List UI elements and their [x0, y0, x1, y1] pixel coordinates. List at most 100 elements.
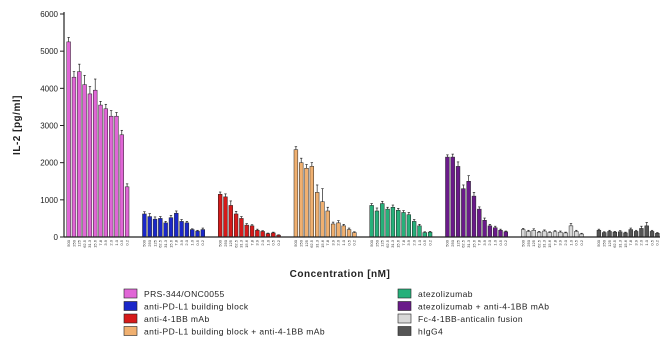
- bar: [542, 230, 547, 238]
- bar: [299, 162, 304, 238]
- x-tick-label: 1.0: [341, 239, 346, 245]
- x-tick-label: 0.2: [200, 239, 205, 245]
- x-tick-label: 3.9: [179, 239, 184, 245]
- bar: [396, 209, 401, 238]
- x-tick-label: 0.2: [579, 239, 584, 245]
- bar: [526, 231, 531, 238]
- x-tick-label: 2.0: [411, 239, 416, 245]
- x-tick-label: 31.3: [163, 239, 168, 248]
- bar: [380, 203, 385, 238]
- x-tick-label: 15.6: [396, 239, 401, 248]
- x-tick-label: 500: [445, 239, 450, 246]
- legend-swatch: [123, 326, 138, 336]
- x-tick-label: 2.0: [260, 239, 265, 245]
- x-tick-label: 0.2: [427, 239, 432, 245]
- x-tick-label: 7.8: [325, 239, 330, 245]
- x-tick-label: 2.0: [639, 239, 644, 245]
- x-tick-label: 0.2: [124, 239, 129, 245]
- bar: [633, 231, 639, 238]
- bar: [223, 196, 228, 238]
- x-tick-label: 62.5: [82, 239, 87, 248]
- x-tick-label: 250: [71, 239, 76, 246]
- bar: [422, 232, 427, 238]
- legend-item: atezolizumab + anti-4-1BB mAb: [397, 301, 549, 312]
- bar: [352, 232, 357, 238]
- x-tick-label: 62.5: [309, 239, 314, 248]
- x-tick-label: 250: [602, 239, 607, 246]
- bar: [271, 232, 276, 238]
- bar: [374, 210, 380, 238]
- bar: [552, 231, 558, 238]
- legend-item: anti-PD-L1 building block + anti-4-1BB m…: [123, 326, 325, 337]
- x-axis: 500 250 125 62.5 31.3 15.6 7.8 3.9 2.0 1.0 0.5 0.2 5…: [64, 236, 660, 248]
- bar: [498, 230, 503, 238]
- x-tick-label: 500: [66, 239, 71, 246]
- bar: [417, 225, 422, 238]
- x-tick-label: 31.3: [617, 239, 622, 248]
- x-tick-label: 15.6: [168, 239, 173, 248]
- x-tick-label: 250: [450, 239, 455, 246]
- bar: [93, 89, 98, 238]
- legend-swatch: [123, 313, 138, 324]
- bar: [304, 167, 309, 238]
- bar: [103, 108, 109, 238]
- bar: [82, 84, 87, 238]
- x-tick-label: 15.6: [623, 239, 628, 248]
- legend-label: atezolizumab + anti-4-1BB mAb: [418, 302, 549, 312]
- bar: [108, 115, 114, 238]
- bar: [119, 134, 124, 238]
- y-tick-label: 4000: [40, 84, 58, 93]
- x-tick-label: 0.5: [422, 239, 427, 245]
- legend-label: hIgG4: [418, 327, 443, 337]
- x-tick-label: 0.2: [655, 239, 660, 245]
- bar: [568, 225, 574, 238]
- x-tick-label: 3.9: [406, 239, 411, 245]
- y-tick-label: 5000: [40, 47, 58, 56]
- legend-swatch: [397, 313, 412, 324]
- bar: [385, 208, 390, 238]
- bar: [536, 231, 542, 238]
- bar: [255, 230, 260, 238]
- y-tick-label: 1000: [40, 196, 58, 205]
- legend-swatch: [397, 301, 412, 311]
- x-tick-label: 1.0: [493, 239, 498, 245]
- x-tick-label: 1.0: [417, 239, 422, 245]
- bar: [87, 93, 93, 238]
- x-tick-label: 500: [520, 239, 525, 246]
- x-tick-label: 15.6: [244, 239, 249, 248]
- bar: [482, 220, 487, 238]
- bar: [602, 232, 607, 238]
- x-tick-label: 250: [374, 239, 379, 246]
- bar-group-8: [596, 222, 660, 238]
- bar: [228, 205, 233, 238]
- x-tick-label: 125: [455, 239, 460, 246]
- bar: [174, 212, 179, 238]
- bar: [244, 224, 249, 238]
- bar: [450, 156, 455, 238]
- bar-group-3: [217, 191, 281, 238]
- bar: [314, 192, 320, 238]
- bar: [341, 225, 346, 238]
- x-tick-label: 31.3: [390, 239, 395, 248]
- bar: [249, 225, 255, 238]
- legend-label: anti-PD-L1 building block: [144, 302, 249, 312]
- x-tick-label: 62.5: [233, 239, 238, 248]
- bar: [596, 230, 602, 238]
- bar: [147, 216, 152, 238]
- x-tick-label: 3.9: [482, 239, 487, 245]
- bar: [649, 231, 655, 238]
- bar: [233, 213, 239, 238]
- x-tick-label: 7.8: [628, 239, 633, 245]
- bar: [336, 222, 341, 238]
- bar: [320, 201, 325, 238]
- x-tick-label: 31.3: [87, 239, 92, 248]
- bar: [607, 231, 612, 238]
- bar: [77, 71, 82, 238]
- bar: [168, 217, 174, 238]
- bar: [574, 231, 579, 238]
- x-tick-label: 0.2: [503, 239, 508, 245]
- legend-item: anti-4-1BB mAb: [123, 313, 209, 324]
- x-tick-label: 1.0: [190, 239, 195, 245]
- bar: [455, 166, 461, 238]
